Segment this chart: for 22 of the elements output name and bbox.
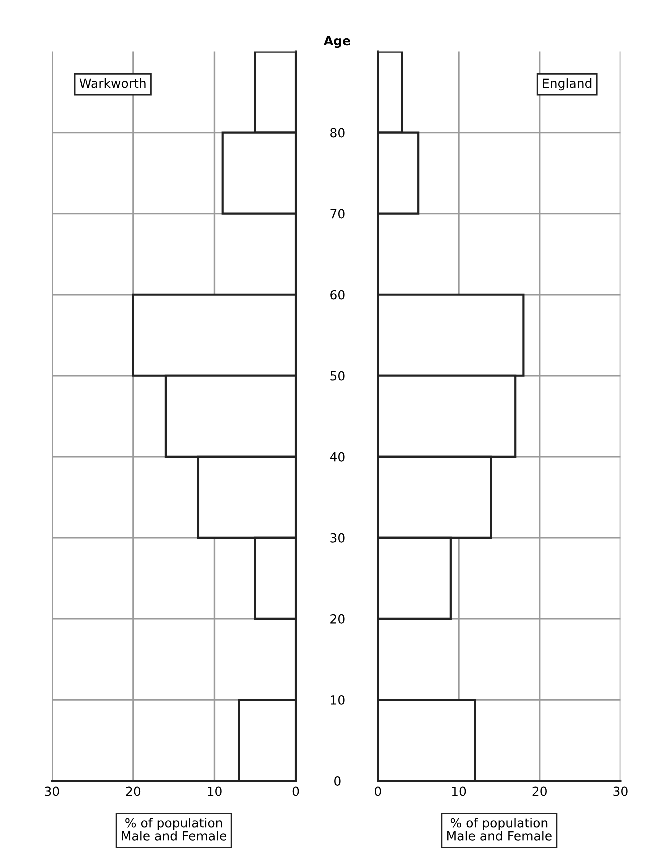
x-tick-label: 10 [452, 786, 466, 796]
x-tick-label: 30 [614, 786, 628, 796]
y-tick-label: 40 [330, 452, 345, 462]
x-tick-label: 0 [375, 786, 382, 796]
y-tick-label: 20 [330, 614, 345, 624]
y-tick-label: 30 [330, 533, 345, 543]
y-tick-label: 70 [330, 209, 345, 219]
x-tick-label: 30 [45, 786, 60, 796]
y-tick-label: 60 [330, 290, 345, 300]
x-tick-label: 20 [126, 786, 141, 796]
x-axis-title: % of population Male and Female [122, 818, 227, 841]
x-tick-label: 20 [532, 786, 547, 796]
y-tick-label: 0 [334, 776, 341, 786]
y-tick-label: 10 [331, 695, 345, 705]
x-tick-label: 10 [208, 786, 222, 796]
text: Warkworth [80, 78, 146, 88]
y-tick-label: 50 [330, 371, 345, 381]
y-axis-title: Age [324, 36, 350, 48]
x-tick-label: 0 [292, 786, 300, 796]
y-tick-label: 80 [330, 128, 345, 138]
text: England [543, 78, 592, 91]
x-axis-title: % of population Male and Female [448, 818, 552, 841]
